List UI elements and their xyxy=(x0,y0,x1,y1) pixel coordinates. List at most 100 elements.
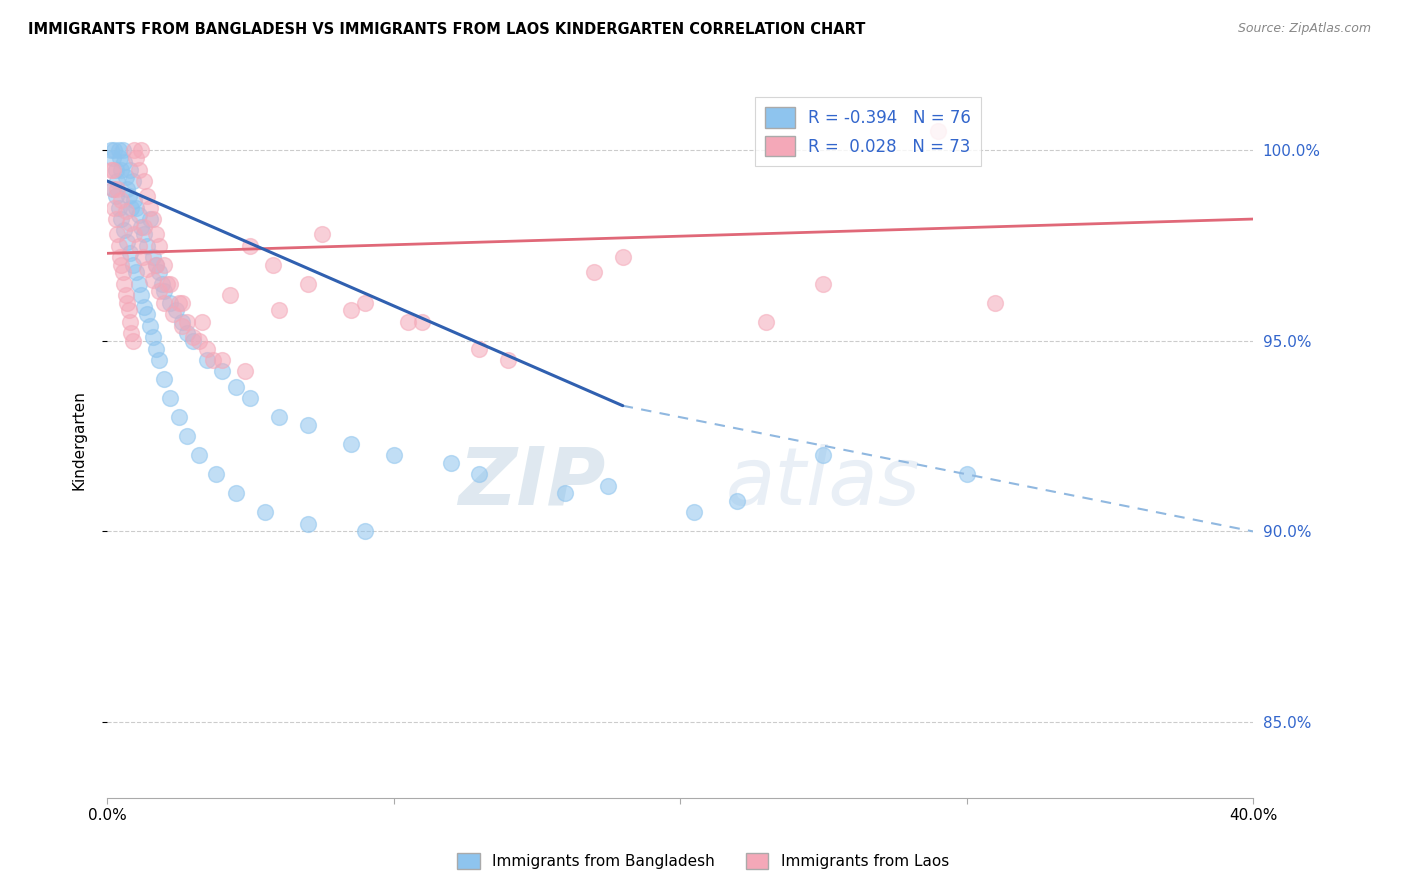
Point xyxy=(131,288,153,302)
Point xyxy=(105,174,128,188)
Point xyxy=(142,273,165,287)
Point xyxy=(111,265,134,279)
Point xyxy=(103,201,125,215)
Point xyxy=(111,144,134,158)
Point xyxy=(219,288,242,302)
Point xyxy=(117,303,139,318)
Point xyxy=(145,258,167,272)
Point xyxy=(468,467,491,482)
Point xyxy=(131,219,153,234)
Point xyxy=(225,486,247,500)
Point xyxy=(211,353,233,368)
Point xyxy=(755,315,778,329)
Point xyxy=(225,379,247,393)
Point xyxy=(159,296,181,310)
Point xyxy=(142,250,165,264)
Point xyxy=(107,144,129,158)
Point xyxy=(108,151,131,165)
Point xyxy=(101,151,124,165)
Point xyxy=(115,181,138,195)
Point xyxy=(103,144,125,158)
Point xyxy=(145,227,167,242)
Point xyxy=(125,265,148,279)
Point xyxy=(125,201,148,215)
Point xyxy=(195,353,218,368)
Point xyxy=(121,258,143,272)
Point xyxy=(112,277,135,291)
Point xyxy=(382,448,405,462)
Point xyxy=(110,258,132,272)
Point xyxy=(170,318,193,333)
Point xyxy=(136,189,159,203)
Point xyxy=(128,277,150,291)
Point xyxy=(134,227,156,242)
Point xyxy=(156,277,179,291)
Point xyxy=(339,437,361,451)
Point xyxy=(598,479,620,493)
Point xyxy=(134,300,156,314)
Point xyxy=(181,330,204,344)
Point xyxy=(120,201,142,215)
Point xyxy=(440,456,463,470)
Point xyxy=(202,353,225,368)
Point xyxy=(114,204,136,219)
Point xyxy=(167,296,190,310)
Point xyxy=(725,494,748,508)
Point xyxy=(148,265,170,279)
Point xyxy=(813,448,835,462)
Point xyxy=(583,265,606,279)
Point xyxy=(159,277,181,291)
Point xyxy=(239,238,262,252)
Point xyxy=(554,486,576,500)
Point xyxy=(167,410,190,425)
Point xyxy=(139,201,162,215)
Point xyxy=(170,315,193,329)
Point xyxy=(118,246,141,260)
Point xyxy=(205,467,228,482)
Point xyxy=(153,285,176,299)
Point xyxy=(112,223,135,237)
Point xyxy=(124,144,146,158)
Point xyxy=(136,238,159,252)
Point xyxy=(110,193,132,207)
Point xyxy=(121,174,143,188)
Point xyxy=(145,342,167,356)
Point xyxy=(134,174,156,188)
Point xyxy=(176,326,198,341)
Point xyxy=(176,315,198,329)
Point xyxy=(339,303,361,318)
Point xyxy=(142,212,165,227)
Point xyxy=(114,170,136,185)
Text: Source: ZipAtlas.com: Source: ZipAtlas.com xyxy=(1237,22,1371,36)
Point xyxy=(239,391,262,405)
Point xyxy=(311,227,333,242)
Point xyxy=(165,303,187,318)
Point xyxy=(104,162,127,177)
Point xyxy=(118,216,141,230)
Point xyxy=(181,334,204,348)
Legend: Immigrants from Bangladesh, Immigrants from Laos: Immigrants from Bangladesh, Immigrants f… xyxy=(451,847,955,875)
Point xyxy=(101,181,124,195)
Point xyxy=(162,307,184,321)
Point xyxy=(114,288,136,302)
Point xyxy=(190,315,212,329)
Point xyxy=(110,162,132,177)
Point xyxy=(115,235,138,249)
Point xyxy=(136,307,159,321)
Point xyxy=(354,524,377,539)
Point xyxy=(104,189,127,203)
Point xyxy=(187,448,209,462)
Point xyxy=(150,277,173,291)
Point xyxy=(131,144,153,158)
Point xyxy=(118,315,141,329)
Legend: R = -0.394   N = 76, R =  0.028   N = 73: R = -0.394 N = 76, R = 0.028 N = 73 xyxy=(755,97,981,167)
Point xyxy=(108,250,131,264)
Point xyxy=(139,318,162,333)
Point xyxy=(107,201,129,215)
Point xyxy=(148,238,170,252)
Point xyxy=(612,250,634,264)
Point xyxy=(107,238,129,252)
Point xyxy=(125,151,148,165)
Point xyxy=(211,364,233,378)
Point xyxy=(176,429,198,443)
